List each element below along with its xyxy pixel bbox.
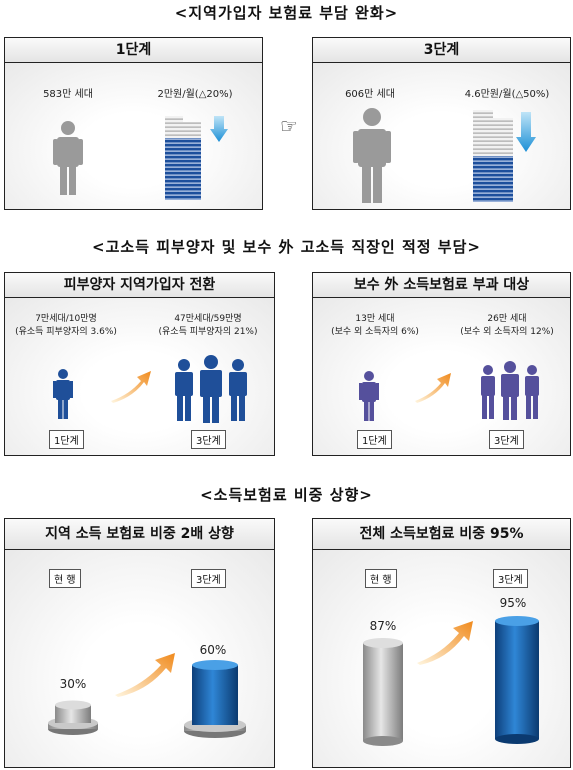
stage1-tag: 1단계 [49, 430, 84, 449]
panel-header: 피부양자 지역가입자 전환 [5, 273, 274, 298]
people-group-icon [175, 355, 247, 423]
current-cylinder [48, 700, 98, 735]
stage3-tag: 3단계 [191, 569, 226, 588]
panel-header: 지역 소득 보험료 비중 2배 상향 [5, 519, 274, 550]
person-icon [53, 121, 83, 195]
section3-title: <소득보험료 비중 상향> [200, 486, 373, 504]
person-icon [53, 369, 73, 419]
panel-regional-income-share: 지역 소득 보험료 비중 2배 상향 현 행 3단계 30% 60% [4, 518, 275, 768]
panel-stage1-regional: 1단계 583만 세대 2만원/월(△20%) [4, 37, 263, 210]
growth-arrow-icon [417, 621, 473, 665]
people-group-icon [481, 361, 539, 420]
current-tag: 현 행 [49, 569, 81, 588]
panel-header: 1단계 [5, 38, 262, 63]
down-arrow-icon [516, 112, 536, 152]
stage3-value: 47만세대/59만명 [174, 314, 242, 324]
section2-title: <고소득 피부양자 및 보수 外 고소득 직장인 적정 부담> [92, 238, 481, 256]
stage1-tag: 1단계 [357, 430, 392, 449]
coin-stack-icon [473, 110, 513, 202]
panel-total-income-share: 전체 소득보험료 비중 95% 현 행 3단계 87% 95% [312, 518, 571, 768]
growth-arrow-icon [115, 653, 175, 697]
panel-header: 전체 소득보험료 비중 95% [313, 519, 570, 550]
households-label: 583만 세대 [43, 89, 93, 100]
stage3-tag: 3단계 [191, 430, 226, 449]
stage3-note: (보수 외 소득자의 12%) [460, 327, 554, 337]
current-value: 30% [59, 677, 87, 691]
stage3-value: 26만 세대 [487, 314, 527, 324]
panel-header: 3단계 [313, 38, 570, 63]
stage1-note: (보수 외 소득자의 6%) [331, 327, 419, 337]
stage3-tag: 3단계 [489, 430, 524, 449]
stage3-value: 95% [499, 596, 527, 610]
stage3-cylinder [495, 616, 539, 744]
stage3-note: (유소득 피부양자의 21%) [158, 327, 258, 337]
current-cylinder [363, 638, 403, 746]
premium-label: 4.6만원/월(△50%) [464, 89, 550, 100]
person-icon [353, 108, 391, 203]
stage3-cylinder [184, 660, 246, 738]
current-tag: 현 행 [365, 569, 397, 588]
section1-title: <지역가입자 보험료 부담 완화> [174, 4, 399, 22]
panel-header: 보수 外 소득보험료 부과 대상 [313, 273, 570, 298]
person-icon [359, 371, 379, 421]
pointing-hand-icon: ☞ [280, 114, 298, 138]
down-arrow-icon [210, 116, 228, 142]
stage1-note: (유소득 피부양자의 3.6%) [15, 327, 117, 337]
coin-stack-icon [165, 116, 201, 200]
panel-stage3-regional: 3단계 606만 세대 4.6만원/월(△50%) [312, 37, 571, 210]
stage3-tag: 3단계 [493, 569, 528, 588]
stage3-value: 60% [199, 643, 227, 657]
stage1-value: 13만 세대 [355, 314, 395, 324]
stage1-value: 7만세대/10만명 [35, 314, 97, 324]
growth-arrow-icon [415, 373, 451, 403]
panel-non-salary-income: 보수 外 소득보험료 부과 대상 13만 세대 (보수 외 소득자의 6%) 2… [312, 272, 571, 456]
current-value: 87% [369, 619, 397, 633]
households-label: 606만 세대 [345, 89, 395, 100]
premium-label: 2만원/월(△20%) [157, 89, 233, 100]
panel-dependents-conversion: 피부양자 지역가입자 전환 7만세대/10만명 (유소득 피부양자의 3.6%)… [4, 272, 275, 456]
growth-arrow-icon [111, 371, 151, 403]
